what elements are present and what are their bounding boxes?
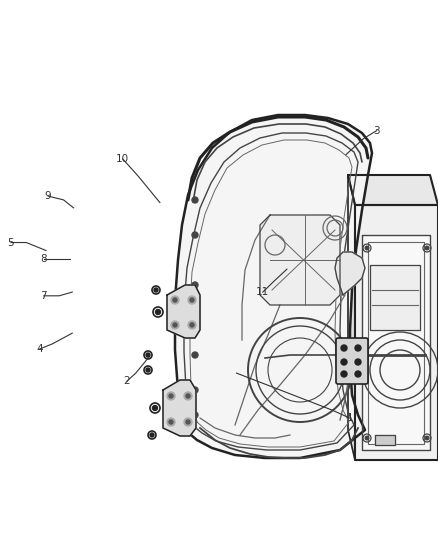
Text: 1: 1 bbox=[347, 414, 354, 423]
Circle shape bbox=[192, 317, 198, 323]
Polygon shape bbox=[362, 235, 430, 450]
Circle shape bbox=[365, 246, 369, 250]
Polygon shape bbox=[348, 175, 355, 460]
Circle shape bbox=[425, 436, 429, 440]
Circle shape bbox=[192, 412, 198, 418]
Circle shape bbox=[167, 418, 175, 426]
Circle shape bbox=[186, 420, 190, 424]
Text: 2: 2 bbox=[124, 376, 131, 386]
Circle shape bbox=[192, 282, 198, 288]
Circle shape bbox=[171, 296, 179, 304]
Circle shape bbox=[186, 394, 190, 398]
Text: 8: 8 bbox=[40, 254, 47, 263]
Circle shape bbox=[188, 321, 196, 329]
Circle shape bbox=[152, 406, 158, 410]
Polygon shape bbox=[370, 265, 420, 330]
Circle shape bbox=[192, 352, 198, 358]
Text: 3: 3 bbox=[373, 126, 380, 135]
Circle shape bbox=[190, 323, 194, 327]
Circle shape bbox=[190, 298, 194, 302]
Circle shape bbox=[146, 353, 150, 357]
Circle shape bbox=[173, 298, 177, 302]
Circle shape bbox=[184, 418, 192, 426]
Circle shape bbox=[341, 345, 347, 351]
Circle shape bbox=[184, 392, 192, 400]
Text: 9: 9 bbox=[45, 191, 52, 201]
Circle shape bbox=[341, 371, 347, 377]
Circle shape bbox=[188, 296, 196, 304]
Circle shape bbox=[355, 371, 361, 377]
Circle shape bbox=[192, 387, 198, 393]
Circle shape bbox=[341, 359, 347, 365]
Circle shape bbox=[167, 392, 175, 400]
Circle shape bbox=[173, 323, 177, 327]
Text: 4: 4 bbox=[36, 344, 43, 354]
Circle shape bbox=[425, 246, 429, 250]
Polygon shape bbox=[355, 205, 438, 460]
Circle shape bbox=[171, 321, 179, 329]
Polygon shape bbox=[175, 115, 372, 458]
Polygon shape bbox=[348, 175, 438, 205]
Text: 11: 11 bbox=[256, 287, 269, 297]
Polygon shape bbox=[167, 285, 200, 338]
Circle shape bbox=[192, 232, 198, 238]
Circle shape bbox=[365, 436, 369, 440]
Circle shape bbox=[154, 288, 158, 292]
Circle shape bbox=[169, 420, 173, 424]
FancyBboxPatch shape bbox=[336, 338, 368, 384]
Polygon shape bbox=[163, 380, 196, 436]
Polygon shape bbox=[260, 215, 340, 305]
Circle shape bbox=[355, 359, 361, 365]
Circle shape bbox=[169, 394, 173, 398]
Circle shape bbox=[192, 197, 198, 203]
Text: 7: 7 bbox=[40, 291, 47, 301]
Polygon shape bbox=[375, 435, 395, 445]
Circle shape bbox=[355, 345, 361, 351]
Text: 10: 10 bbox=[116, 154, 129, 164]
Circle shape bbox=[146, 368, 150, 372]
Circle shape bbox=[150, 433, 154, 437]
Text: 5: 5 bbox=[7, 238, 14, 247]
Circle shape bbox=[155, 310, 160, 314]
Polygon shape bbox=[335, 252, 365, 295]
